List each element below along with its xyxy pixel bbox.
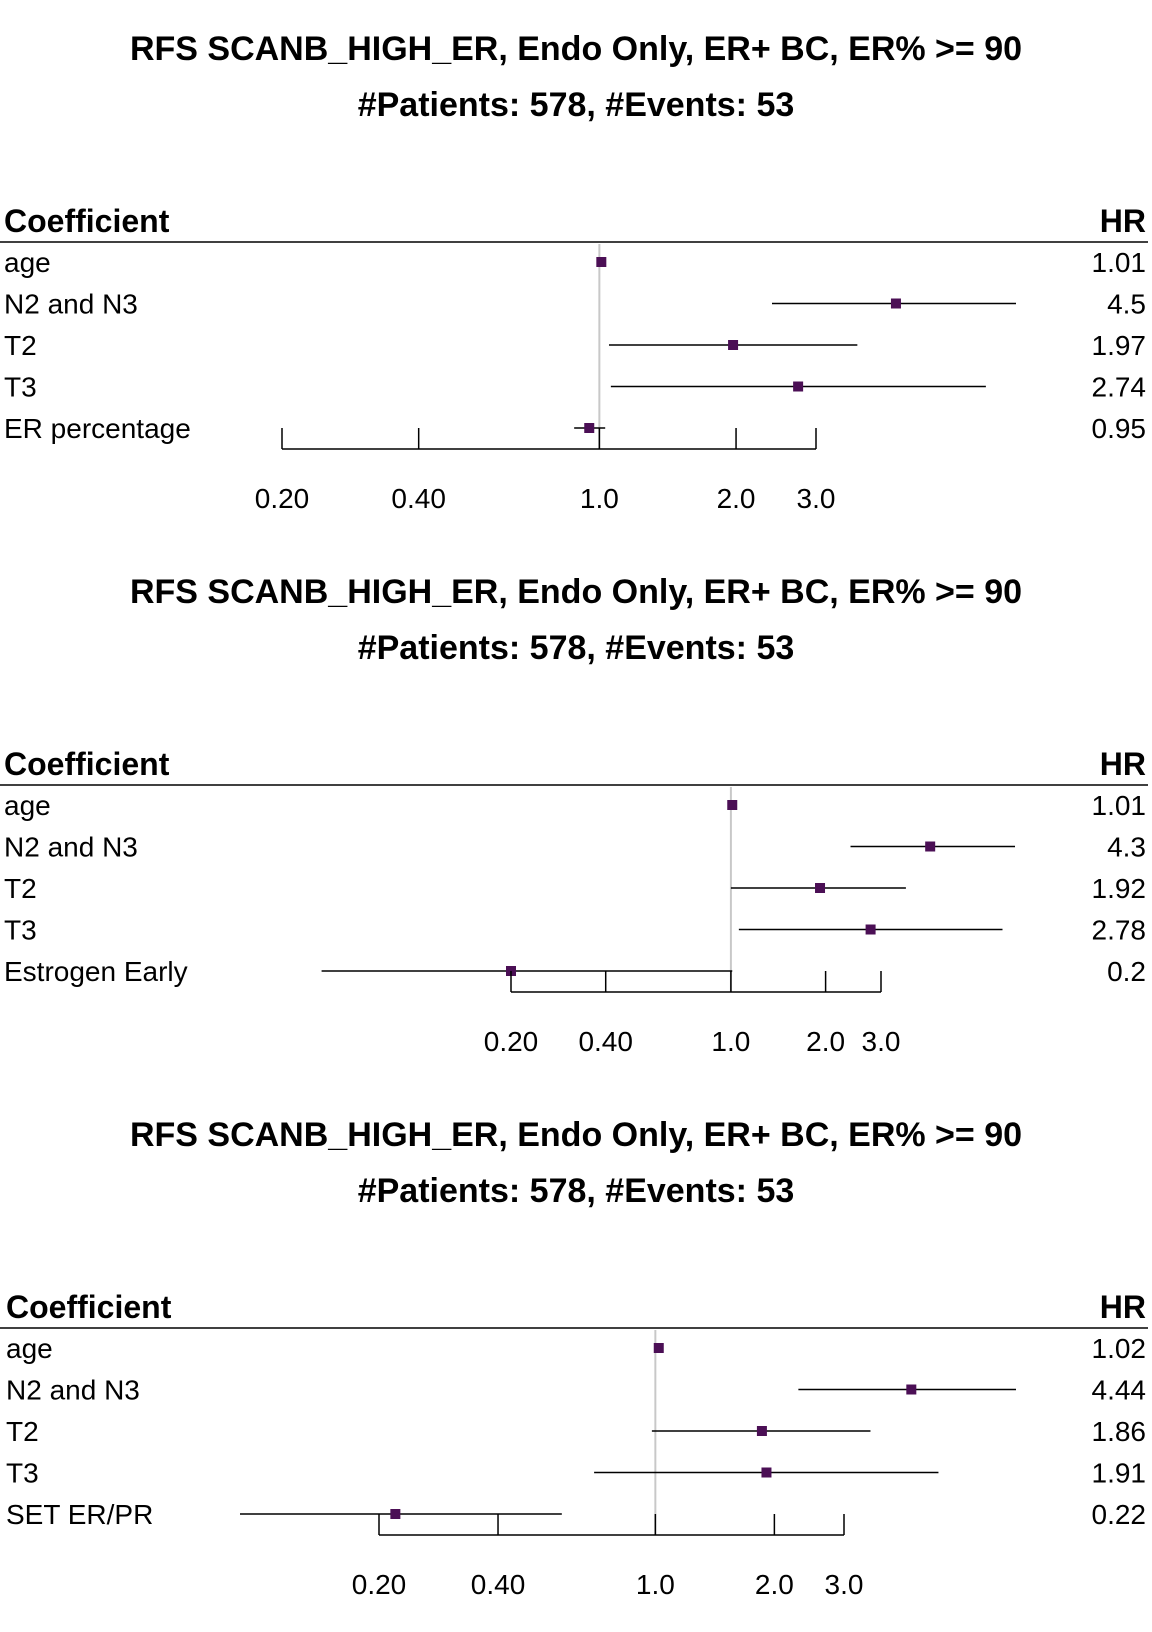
hr-marker [390,1509,401,1519]
hr-value: 4.3 [1107,832,1146,863]
coefficient-label: age [6,1333,53,1364]
coefficient-column-header: Coefficient [4,203,170,239]
hr-value: 2.78 [1092,915,1147,946]
hr-column-header: HR [1100,746,1146,782]
forest-plot-panel: RFS SCANB_HIGH_ER, Endo Only, ER+ BC, ER… [0,543,1152,1083]
forest-plot-svg: RFS SCANB_HIGH_ER, Endo Only, ER+ BC, ER… [0,30,1148,514]
x-tick-label: 0.40 [578,1026,633,1057]
chart-title: RFS SCANB_HIGH_ER, Endo Only, ER+ BC, ER… [130,30,1022,68]
hr-marker [596,257,607,267]
hr-value: 1.86 [1092,1416,1147,1447]
hr-value: 4.44 [1092,1375,1147,1406]
hr-marker [756,1426,767,1436]
coefficient-label: T3 [6,1458,39,1489]
hr-value: 1.91 [1092,1458,1147,1489]
hr-value: 1.01 [1092,790,1147,821]
hr-marker [584,423,595,433]
hr-marker [793,381,804,392]
coefficient-column-header: Coefficient [6,1289,172,1325]
hr-value: 0.95 [1092,413,1147,444]
x-tick-label: 3.0 [862,1026,901,1057]
chart-subtitle: #Patients: 578, #Events: 53 [358,86,795,124]
x-tick-label: 3.0 [797,483,836,514]
plot-area: age 1.02 N2 and N3 4.44 T2 1.86 T3 1.91 SET ER/P… [6,1330,1146,1600]
x-tick-label: 0.40 [471,1569,526,1600]
hr-value: 1.02 [1092,1333,1147,1364]
x-tick-label: 0.20 [255,483,310,514]
hr-value: 1.01 [1092,247,1147,278]
hr-marker [925,841,936,852]
coefficient-label: T2 [6,1416,39,1447]
coefficient-label: age [4,247,51,278]
coefficient-label: SET ER/PR [6,1499,153,1530]
hr-marker [865,924,876,935]
hr-value: 0.2 [1107,956,1146,987]
hr-marker [653,1343,664,1353]
x-tick-label: 2.0 [806,1026,845,1057]
chart-subtitle: #Patients: 578, #Events: 53 [358,1172,795,1210]
x-tick-label: 1.0 [636,1569,675,1600]
hr-column-header: HR [1100,203,1146,239]
x-tick-label: 0.40 [391,483,446,514]
coefficient-label: T2 [4,873,37,904]
coefficient-label: ER percentage [4,413,191,444]
x-tick-label: 1.0 [711,1026,750,1057]
hr-marker [728,340,739,350]
forest-plot-svg: RFS SCANB_HIGH_ER, Endo Only, ER+ BC, ER… [0,1116,1148,1600]
hr-value: 0.22 [1092,1499,1147,1530]
x-tick-label: 0.20 [484,1026,539,1057]
forest-plot-panel: RFS SCANB_HIGH_ER, Endo Only, ER+ BC, ER… [0,1086,1152,1626]
chart-title: RFS SCANB_HIGH_ER, Endo Only, ER+ BC, ER… [130,573,1022,611]
hr-marker [815,883,826,893]
hr-value: 1.97 [1092,330,1147,361]
coefficient-label: N2 and N3 [4,289,138,320]
hr-value: 1.92 [1092,873,1147,904]
coefficient-label: Estrogen Early [4,956,188,987]
chart-subtitle: #Patients: 578, #Events: 53 [358,629,795,667]
hr-marker [890,298,901,309]
x-tick-label: 3.0 [825,1569,864,1600]
coefficient-label: N2 and N3 [6,1375,140,1406]
hr-value: 2.74 [1092,372,1147,403]
coefficient-label: T3 [4,915,37,946]
x-tick-label: 2.0 [755,1569,794,1600]
x-tick-label: 0.20 [352,1569,407,1600]
x-tick-label: 2.0 [717,483,756,514]
coefficient-label: N2 and N3 [4,832,138,863]
hr-marker [761,1467,772,1478]
forest-plot-panel: RFS SCANB_HIGH_ER, Endo Only, ER+ BC, ER… [0,0,1152,540]
plot-area: age 1.01 N2 and N3 4.5 T2 1.97 T3 2.74 ER percen… [4,244,1146,514]
coefficient-label: T3 [4,372,37,403]
x-tick-label: 1.0 [580,483,619,514]
forest-plot-svg: RFS SCANB_HIGH_ER, Endo Only, ER+ BC, ER… [0,573,1148,1057]
hr-value: 4.5 [1107,289,1146,320]
coefficient-label: T2 [4,330,37,361]
coefficient-column-header: Coefficient [4,746,170,782]
chart-title: RFS SCANB_HIGH_ER, Endo Only, ER+ BC, ER… [130,1116,1022,1154]
hr-marker [906,1384,917,1395]
plot-area: age 1.01 N2 and N3 4.3 T2 1.92 T3 2.78 Estrogen … [4,787,1146,1057]
hr-marker [727,800,738,810]
hr-column-header: HR [1100,1289,1146,1325]
coefficient-label: age [4,790,51,821]
